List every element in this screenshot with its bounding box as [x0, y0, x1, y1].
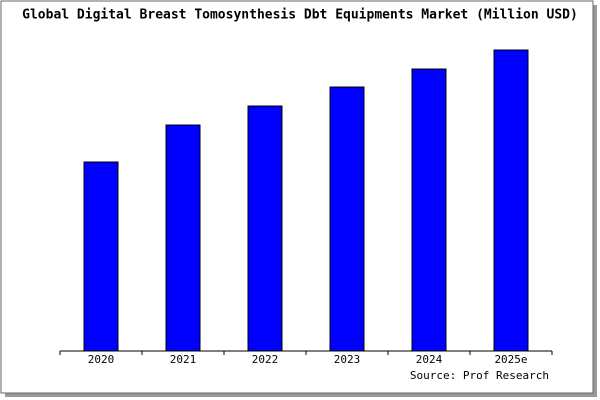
- bar: [493, 49, 529, 352]
- source: Source: Prof Research: [410, 369, 549, 382]
- chart-title: Global Digital Breast Tomosynthesis Dbt …: [22, 8, 578, 23]
- bar: [165, 124, 201, 352]
- bar: [247, 105, 283, 352]
- x-tick-label: 2025e: [494, 353, 527, 366]
- x-tick-label: 2020: [88, 353, 115, 366]
- x-tick-label: 2022: [252, 353, 279, 366]
- bar: [83, 161, 119, 352]
- x-tick-label: 2021: [170, 353, 197, 366]
- bar: [329, 86, 365, 352]
- bar: [411, 68, 447, 352]
- x-tick-label: 2024: [416, 353, 443, 366]
- x-tick-label: 2023: [334, 353, 361, 366]
